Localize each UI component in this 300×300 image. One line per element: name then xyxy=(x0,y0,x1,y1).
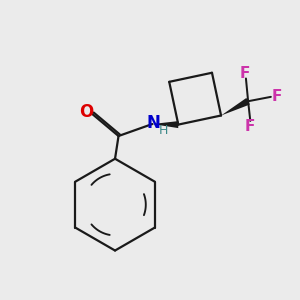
Text: O: O xyxy=(80,103,94,122)
Text: F: F xyxy=(272,89,282,104)
Text: N: N xyxy=(147,114,160,132)
Polygon shape xyxy=(152,121,178,128)
Text: H: H xyxy=(159,124,168,136)
Text: F: F xyxy=(240,66,250,81)
Text: F: F xyxy=(244,118,255,134)
Polygon shape xyxy=(221,98,250,116)
